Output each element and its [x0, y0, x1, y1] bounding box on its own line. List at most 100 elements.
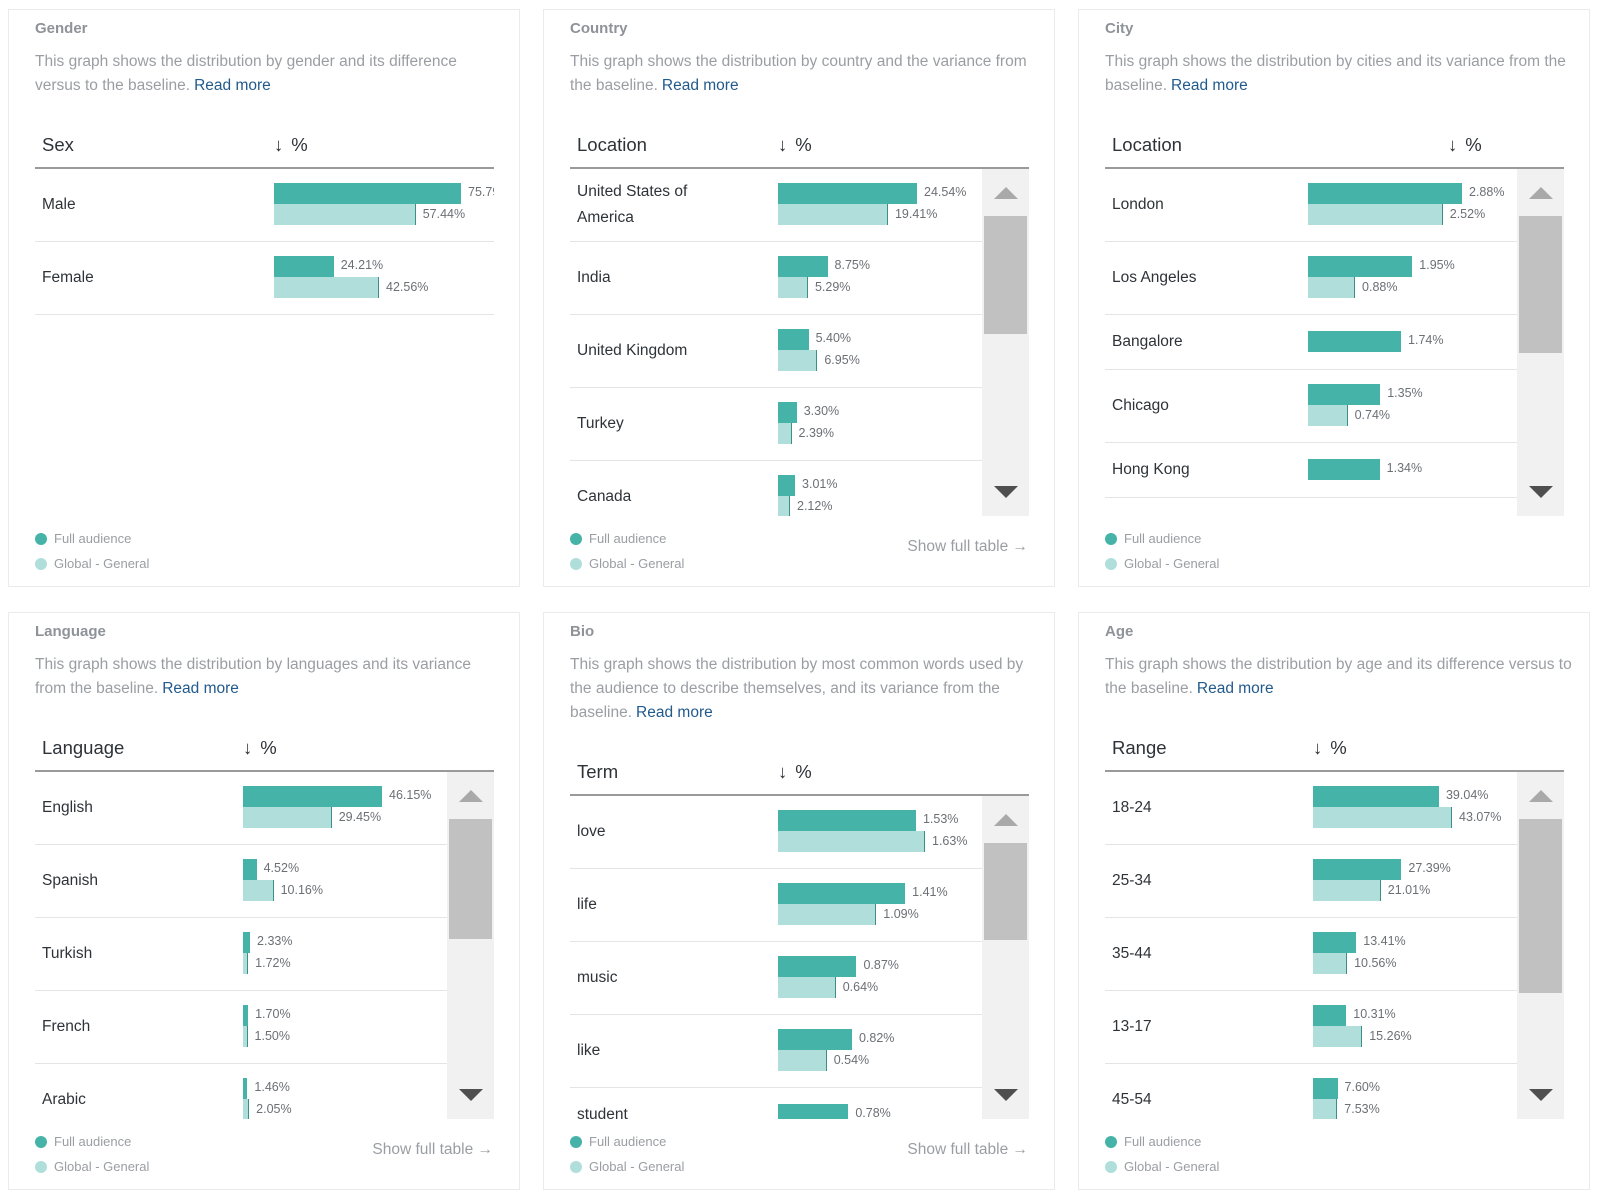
- scrollbar-thumb[interactable]: [1519, 216, 1562, 353]
- table-row: love 1.53% 1.63%: [570, 796, 982, 869]
- scroll-down-arrow-icon[interactable]: [1529, 486, 1553, 498]
- scroll-down-arrow-icon[interactable]: [459, 1089, 483, 1101]
- legend-item-full-audience: Full audience: [1105, 1129, 1219, 1154]
- full-audience-value: 5.40%: [815, 331, 852, 345]
- table-row: 25-34 27.39% 21.01%: [1105, 845, 1517, 918]
- full-audience-value: 8.75%: [834, 258, 870, 272]
- full-audience-value: 1.35%: [1387, 386, 1423, 400]
- legend-item-global-general: Global - General: [570, 551, 684, 576]
- arrow-down-icon[interactable]: ↓: [1448, 134, 1458, 155]
- arrow-down-icon[interactable]: ↓: [243, 737, 253, 758]
- scroll-up-arrow-icon[interactable]: [1529, 790, 1553, 802]
- scroll-down-arrow-icon[interactable]: [994, 486, 1018, 498]
- scrollbar[interactable]: [1517, 169, 1564, 516]
- read-more-link[interactable]: Read more: [1171, 77, 1248, 94]
- scroll-up-arrow-icon[interactable]: [459, 790, 483, 802]
- age-card: Age This graph shows the distribution by …: [1078, 612, 1590, 1190]
- scroll-up-arrow-icon[interactable]: [994, 187, 1018, 199]
- description-text: This graph shows the distribution by cit…: [1105, 53, 1566, 94]
- global-baseline-value: 0.64%: [842, 980, 879, 994]
- legend-dot-global-icon: [1105, 557, 1117, 570]
- arrow-down-icon[interactable]: ↓: [1313, 737, 1323, 758]
- full-audience-bar: [243, 1078, 248, 1099]
- arrow-down-icon[interactable]: ↓: [778, 134, 788, 155]
- full-audience-value: 1.74%: [1408, 333, 1444, 347]
- full-audience-value: 13.41%: [1363, 934, 1406, 948]
- scrollbar-thumb[interactable]: [984, 216, 1027, 334]
- arrow-down-icon[interactable]: ↓: [778, 761, 788, 782]
- full-audience-bar: [274, 256, 334, 277]
- scrollbar[interactable]: [982, 796, 1029, 1119]
- global-baseline-value: 1.63%: [932, 834, 968, 848]
- global-baseline-bar: [243, 1026, 248, 1047]
- read-more-link[interactable]: Read more: [636, 704, 713, 721]
- read-more-link[interactable]: Read more: [162, 680, 239, 697]
- read-more-link[interactable]: Read more: [661, 77, 739, 94]
- read-more-link[interactable]: Read more: [1196, 680, 1274, 697]
- column-header-label[interactable]: Location: [1112, 134, 1182, 155]
- table-row: Female 24.21% 42.56%: [35, 242, 494, 315]
- show-full-table-link[interactable]: Show full table →: [372, 1141, 493, 1159]
- sort-value-header[interactable]: ↓%: [1313, 737, 1347, 759]
- legend-dot-full-icon: [570, 1135, 582, 1148]
- scrollbar-thumb[interactable]: [984, 843, 1027, 940]
- full-audience-value: 1.34%: [1386, 461, 1423, 475]
- legend-item-global-general: Global - General: [35, 1154, 149, 1179]
- card-description: This graph shows the distribution by cou…: [570, 50, 1040, 98]
- card-description: This graph shows the distribution by age…: [1105, 653, 1575, 701]
- table-rows: United States of America 24.54% 19.41% Indi…: [570, 169, 982, 516]
- show-full-table-link[interactable]: Show full table →: [907, 538, 1028, 556]
- arrow-right-icon: →: [473, 1141, 493, 1158]
- global-baseline-bar: [778, 277, 808, 298]
- city-card: City This graph shows the distribution by…: [1078, 9, 1590, 587]
- table-row: Male 75.79%57.44%: [35, 169, 494, 242]
- scroll-up-arrow-icon[interactable]: [1529, 187, 1553, 199]
- show-full-table-link[interactable]: Show full table →: [907, 1141, 1028, 1159]
- legend-label: Full audience: [1124, 531, 1202, 546]
- legend-label: Full audience: [54, 531, 132, 546]
- table-row: life 1.41% 1.09%: [570, 869, 982, 942]
- row-label: Canada: [577, 488, 632, 505]
- full-audience-value: 0.87%: [863, 958, 899, 972]
- full-audience-value: 0.82%: [858, 1031, 895, 1045]
- column-header-label[interactable]: Range: [1112, 737, 1167, 758]
- country-card: Country This graph shows the distribution…: [543, 9, 1055, 587]
- scroll-down-arrow-icon[interactable]: [1529, 1089, 1553, 1101]
- full-audience-value: 2.88%: [1469, 185, 1505, 199]
- arrow-down-icon[interactable]: ↓: [274, 134, 284, 155]
- scrollbar[interactable]: [1517, 772, 1564, 1119]
- table-row: Canada 3.01% 2.12%: [570, 461, 982, 516]
- global-baseline-bar: [274, 277, 379, 298]
- legend-dot-global-icon: [1105, 1160, 1117, 1173]
- legend-item-global-general: Global - General: [570, 1154, 684, 1179]
- full-audience-bar: [1308, 183, 1462, 204]
- global-baseline-value: 0.88%: [1362, 280, 1398, 294]
- column-header-label[interactable]: Term: [577, 761, 619, 782]
- scrollbar-thumb[interactable]: [449, 819, 492, 939]
- sort-value-header[interactable]: ↓%: [1448, 134, 1482, 156]
- legend-item-full-audience: Full audience: [35, 526, 149, 551]
- value-header-label: %: [795, 761, 812, 782]
- legend-dot-full-icon: [1105, 1135, 1117, 1148]
- global-baseline-bar: [243, 880, 274, 901]
- full-audience-bar: [778, 810, 916, 831]
- global-baseline-bar: [778, 204, 888, 225]
- scroll-up-arrow-icon[interactable]: [994, 814, 1018, 826]
- sort-value-header[interactable]: ↓%: [243, 737, 277, 759]
- scroll-down-arrow-icon[interactable]: [994, 1089, 1018, 1101]
- sort-value-header[interactable]: ↓%: [778, 761, 812, 783]
- scrollbar[interactable]: [982, 169, 1029, 516]
- scrollbar-thumb[interactable]: [1519, 819, 1562, 993]
- full-audience-bar: [778, 956, 857, 977]
- column-header-label[interactable]: Language: [42, 737, 125, 758]
- column-header-label[interactable]: Location: [577, 134, 647, 155]
- sort-value-header[interactable]: ↓%: [274, 134, 308, 156]
- legend-label: Global - General: [1124, 1159, 1220, 1174]
- scrollbar[interactable]: [447, 772, 494, 1119]
- read-more-link[interactable]: Read more: [194, 77, 271, 94]
- column-header-label[interactable]: Sex: [42, 134, 74, 155]
- legend-label: Global - General: [54, 1159, 150, 1174]
- table-row: Turkey 3.30% 2.39%: [570, 388, 982, 461]
- sort-value-header[interactable]: ↓%: [778, 134, 812, 156]
- table-row: 35-44 13.41% 10.56%: [1105, 918, 1517, 991]
